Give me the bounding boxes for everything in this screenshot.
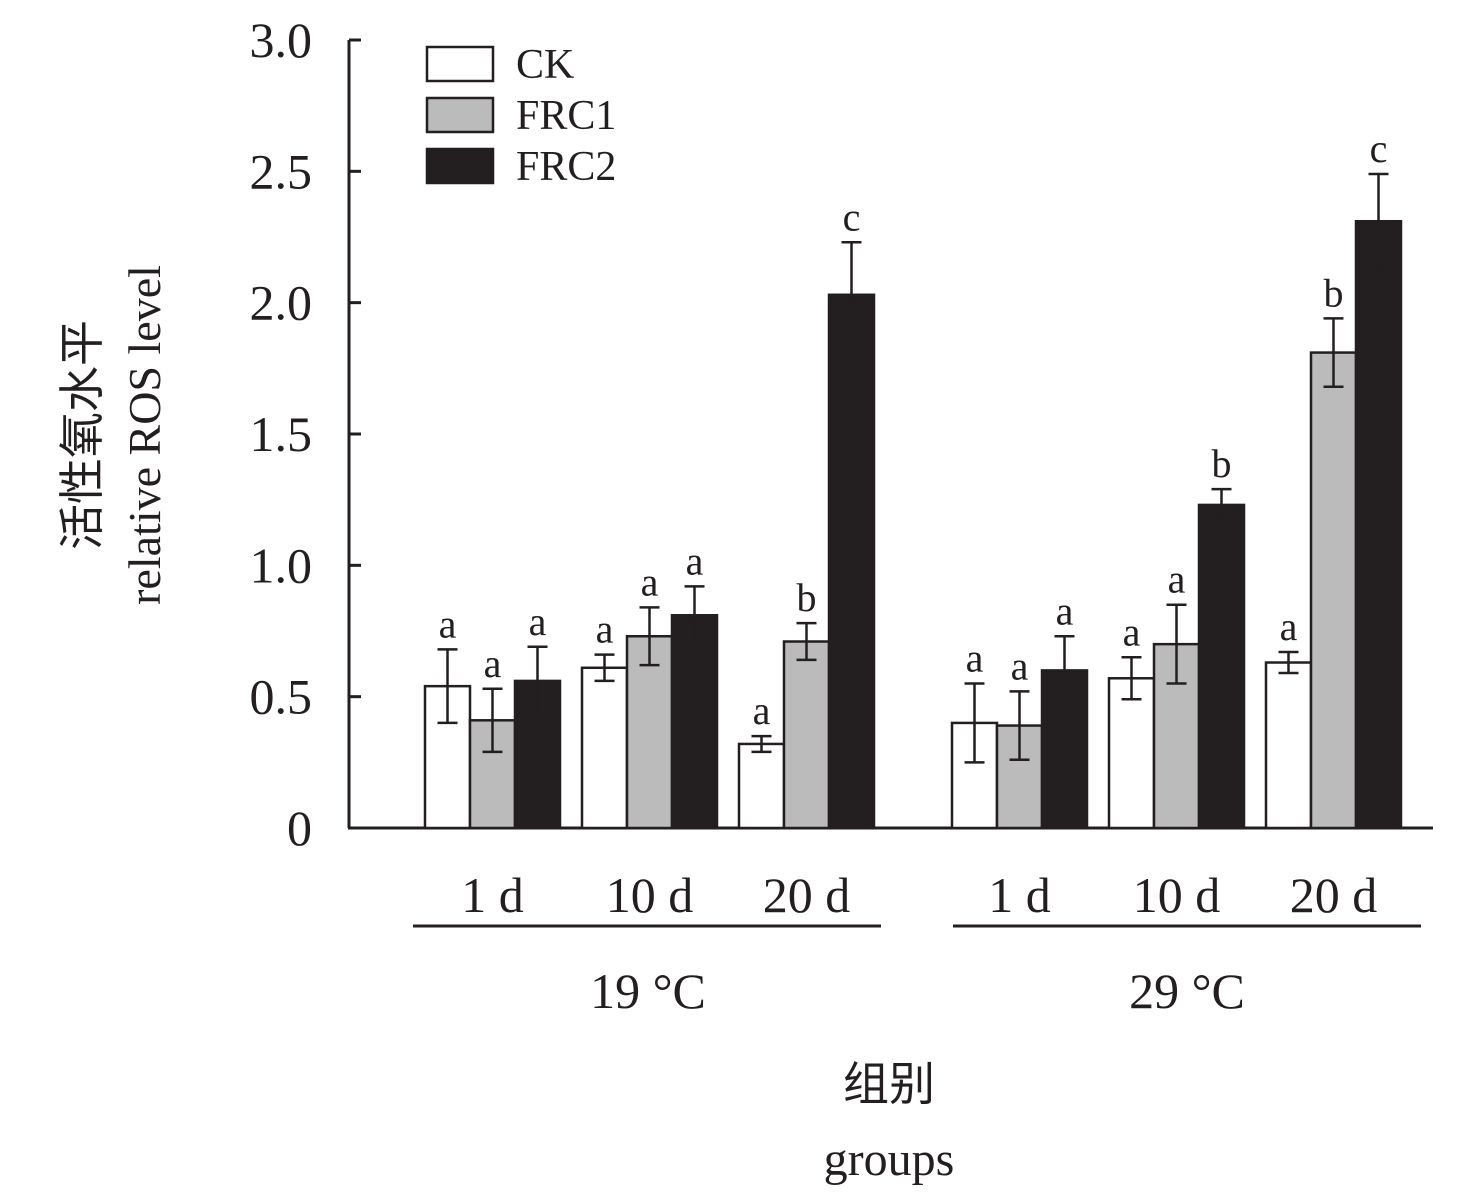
bar (1107, 677, 1156, 830)
category-label: 20 d (763, 867, 851, 923)
y-axis-title-cn: 活性氧水平 (57, 320, 108, 550)
significance-label: a (1123, 609, 1141, 654)
bar (827, 293, 876, 830)
y-ticks: 0 0.5 1.0 1.5 2.0 2.5 3.0 (250, 12, 361, 856)
significance-label: a (1056, 588, 1074, 633)
category-label: 10 d (606, 867, 694, 923)
legend: CK FRC1 FRC2 (425, 42, 616, 190)
y-axis-title: 活性氧水平 relative ROS level (57, 265, 170, 605)
significance-label: c (1370, 126, 1388, 171)
group-label: 19 °C (590, 963, 706, 1019)
legend-label-frc1: FRC1 (516, 93, 616, 139)
x-axis-title-en: groups (824, 1133, 955, 1186)
legend-label-frc2: FRC2 (516, 144, 616, 190)
legend-swatch-ck (425, 45, 495, 83)
significance-label: a (641, 559, 659, 604)
x-axis-title-cn: 组别 (843, 1059, 935, 1110)
category-label: 1 d (461, 867, 524, 923)
bar (1197, 503, 1246, 830)
legend-swatch-frc2 (425, 147, 495, 185)
legend-swatch-frc1 (425, 96, 495, 134)
category-label: 1 d (988, 867, 1051, 923)
y-tick-label: 2.0 (250, 275, 313, 331)
significance-label: b (1324, 270, 1344, 315)
bar (1264, 661, 1313, 830)
significance-label: a (529, 599, 547, 644)
significance-label: a (966, 636, 984, 681)
significance-label: c (843, 194, 861, 239)
bar (580, 666, 629, 830)
bar (782, 640, 831, 830)
significance-label: a (1011, 643, 1029, 688)
y-tick-label: 3.0 (250, 12, 313, 68)
category-label: 20 d (1290, 867, 1378, 923)
category-label: 10 d (1133, 867, 1221, 923)
y-tick-label: 0 (287, 800, 312, 856)
y-tick-label: 0.5 (250, 669, 313, 725)
y-axis-title-en: relative ROS level (119, 265, 170, 605)
y-tick-label: 1.0 (250, 537, 313, 593)
y-tick-label: 2.5 (250, 143, 313, 199)
significance-label: a (596, 607, 614, 652)
significance-label: a (1280, 604, 1298, 649)
significance-label: a (1168, 557, 1186, 602)
bar (1309, 351, 1358, 830)
y-tick-label: 1.5 (250, 406, 313, 462)
significance-label: a (753, 688, 771, 733)
x-labels: 1 d 10 d 20 d 19 °C 1 d 10 d 20 d 29 °C (413, 867, 1421, 1019)
significance-label: a (439, 601, 457, 646)
significance-label: a (484, 641, 502, 686)
bar (737, 742, 786, 830)
bar (670, 613, 719, 830)
significance-label: b (1212, 441, 1232, 486)
legend-label-ck: CK (516, 42, 574, 88)
significance-label: b (797, 575, 817, 620)
bar (1354, 219, 1403, 830)
significance-label: a (686, 538, 704, 583)
group-label: 29 °C (1129, 963, 1245, 1019)
